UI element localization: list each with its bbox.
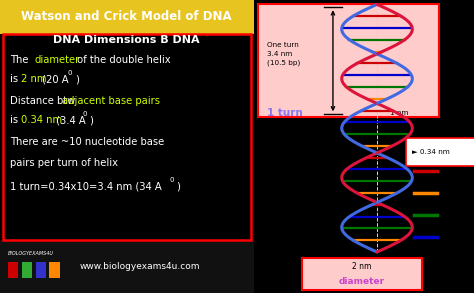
FancyBboxPatch shape <box>21 262 32 278</box>
Text: G: G <box>443 211 450 220</box>
Text: (20 A: (20 A <box>39 74 69 84</box>
Text: ): ) <box>176 181 180 191</box>
Text: A: A <box>443 167 450 176</box>
FancyBboxPatch shape <box>8 262 18 278</box>
Text: Distance btw: Distance btw <box>10 96 79 106</box>
Text: 1 nm: 1 nm <box>390 110 409 116</box>
Text: Major groove: Major groove <box>258 151 305 157</box>
Text: DNA Dimensions B DNA: DNA Dimensions B DNA <box>54 35 200 45</box>
Text: T: T <box>443 189 449 198</box>
Text: The: The <box>10 55 32 65</box>
Text: 0: 0 <box>68 70 73 76</box>
Text: ► 0.34 nm: ► 0.34 nm <box>412 149 450 155</box>
FancyBboxPatch shape <box>0 240 254 293</box>
Text: 0.34 nm: 0.34 nm <box>21 115 62 125</box>
Text: ): ) <box>89 115 92 125</box>
Text: C: C <box>443 233 450 242</box>
FancyBboxPatch shape <box>302 258 422 290</box>
FancyBboxPatch shape <box>406 138 474 166</box>
FancyBboxPatch shape <box>36 262 46 278</box>
FancyBboxPatch shape <box>0 0 254 34</box>
Text: 2 nm: 2 nm <box>353 262 372 271</box>
Text: is: is <box>10 74 21 84</box>
FancyBboxPatch shape <box>49 262 60 278</box>
Text: 1 turn: 1 turn <box>267 108 302 118</box>
Text: diameter: diameter <box>339 277 385 286</box>
Text: adjacent base pairs: adjacent base pairs <box>62 96 160 106</box>
Text: of the double helix: of the double helix <box>73 55 170 65</box>
Text: www.biologyexams4u.com: www.biologyexams4u.com <box>79 262 200 271</box>
Text: One turn
3.4 nm
(10.5 bp): One turn 3.4 nm (10.5 bp) <box>267 42 300 66</box>
FancyBboxPatch shape <box>2 34 251 240</box>
Text: ): ) <box>75 74 79 84</box>
Text: pairs per turn of helix: pairs per turn of helix <box>10 158 118 168</box>
Text: Minor groove: Minor groove <box>258 199 305 205</box>
Text: BIOLOGYEXAMS4U: BIOLOGYEXAMS4U <box>8 251 54 256</box>
Text: There are ~10 nucleotide base: There are ~10 nucleotide base <box>10 137 164 147</box>
Text: 0: 0 <box>82 111 87 117</box>
Text: (3.4 A: (3.4 A <box>53 115 86 125</box>
Text: diameter: diameter <box>34 55 80 65</box>
Text: 1 turn=0.34x10=3.4 nm (34 A: 1 turn=0.34x10=3.4 nm (34 A <box>10 181 162 191</box>
Text: is: is <box>10 115 21 125</box>
Text: 2 nm: 2 nm <box>21 74 46 84</box>
Text: 0: 0 <box>169 177 174 183</box>
FancyBboxPatch shape <box>258 4 439 117</box>
Text: Watson and Crick Model of DNA: Watson and Crick Model of DNA <box>21 10 232 23</box>
